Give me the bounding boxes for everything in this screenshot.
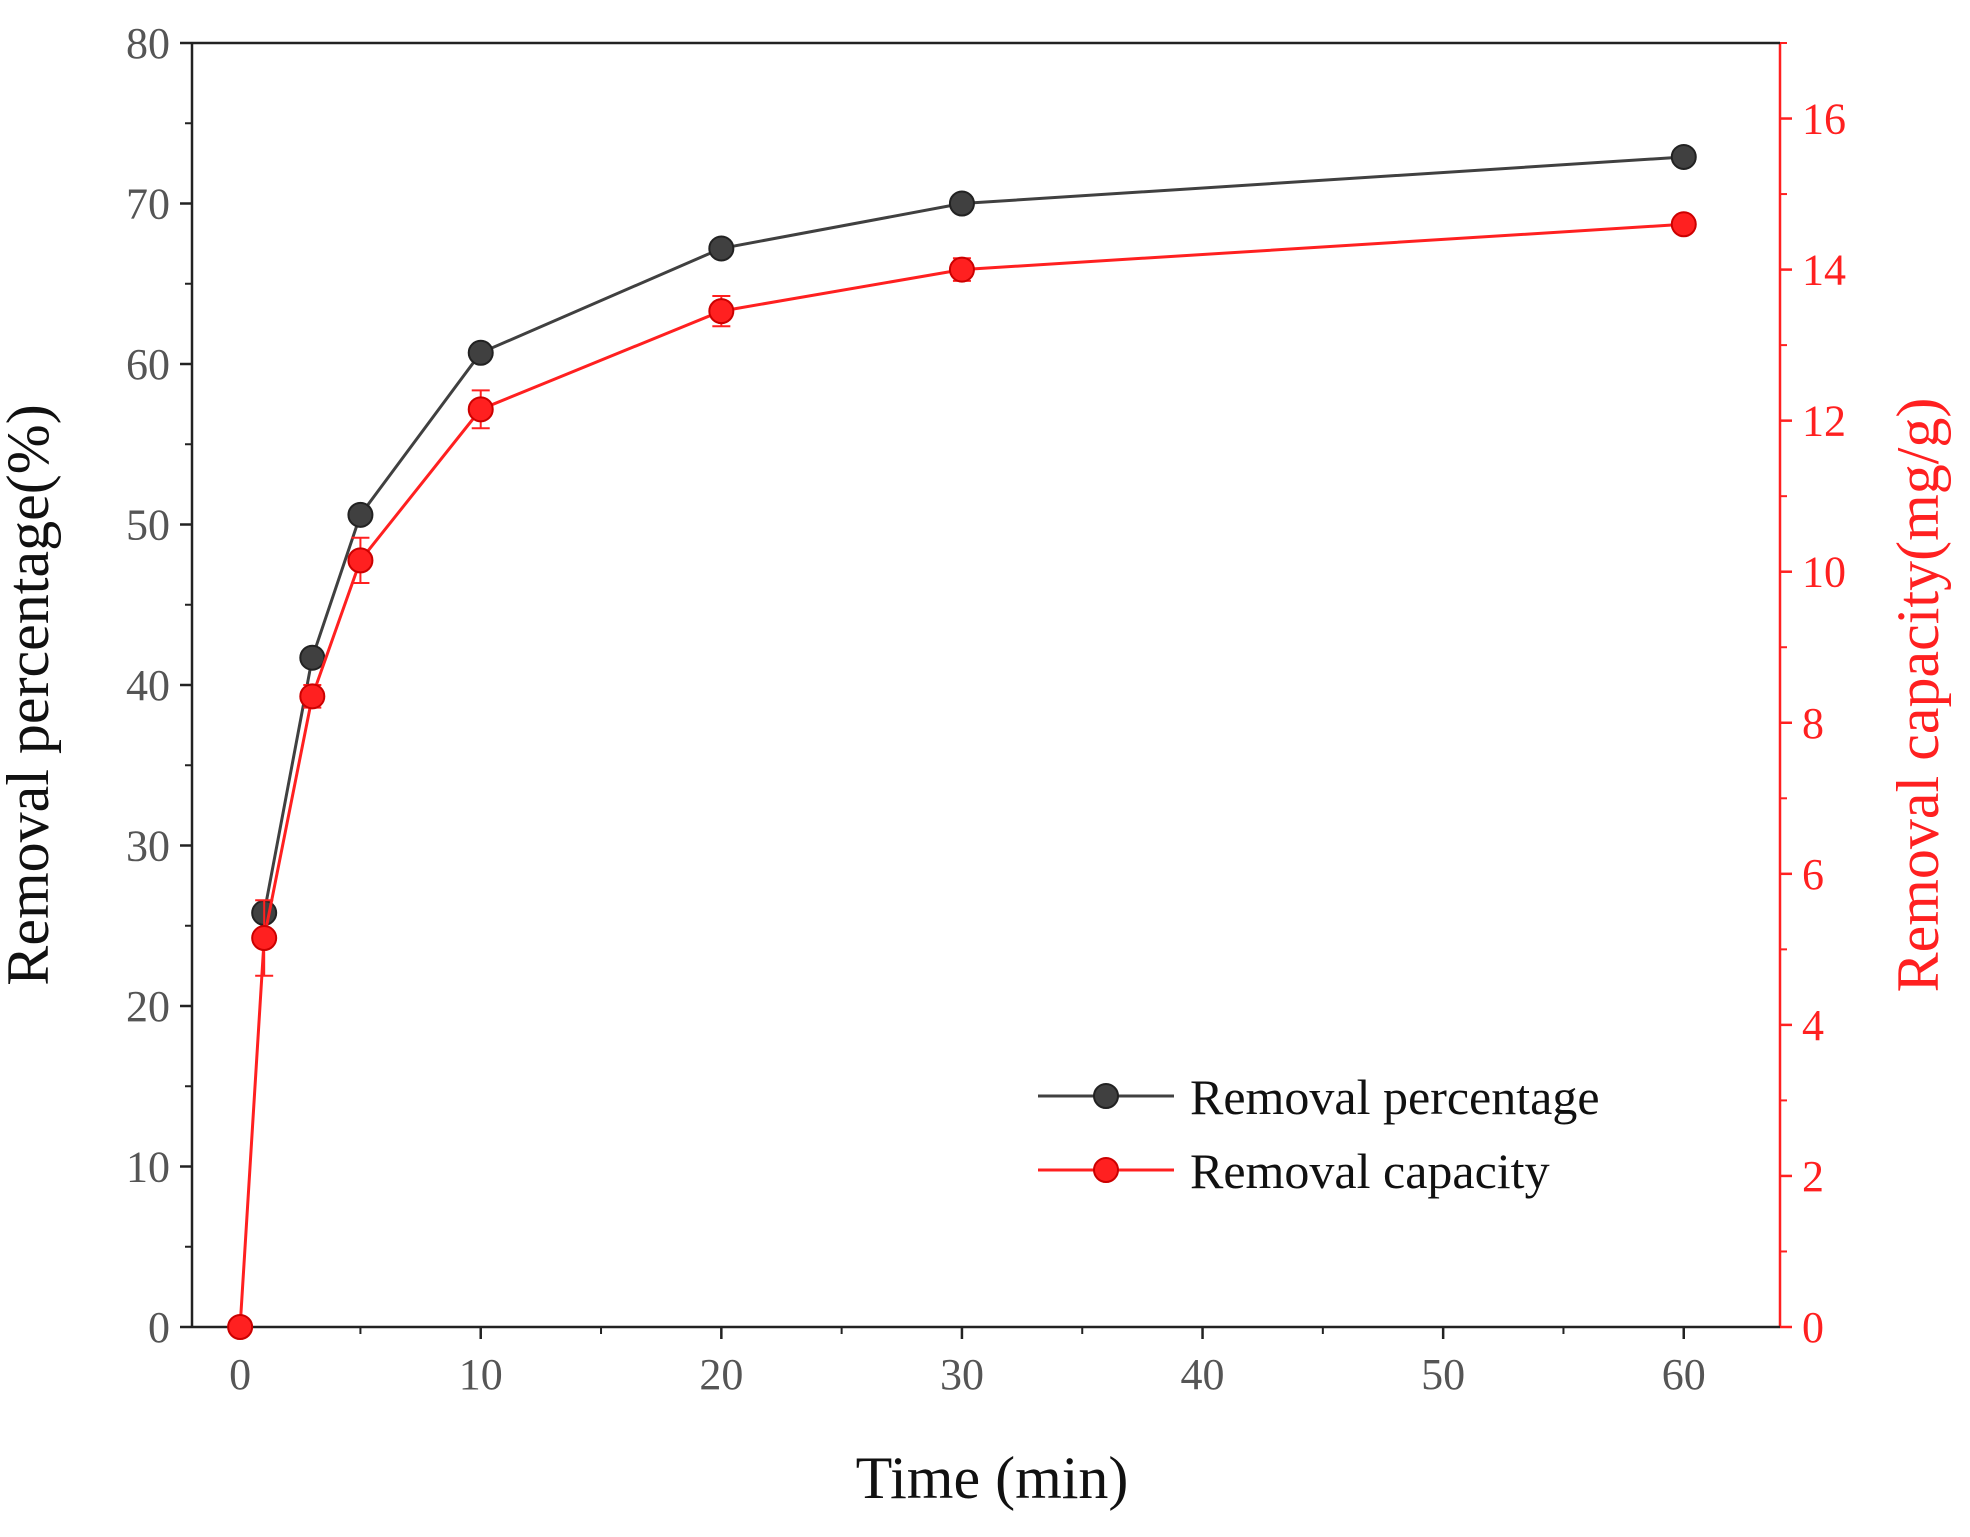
legend-item-removal-capacity: Removal capacity xyxy=(1038,1143,1550,1199)
data-point xyxy=(299,683,326,710)
x-tick-label: 0 xyxy=(229,1350,251,1399)
left-y-tick-label: 60 xyxy=(126,340,170,389)
left-y-axis-label: Removal percentage(%) xyxy=(0,404,61,985)
right-y-tick-label: 8 xyxy=(1802,699,1824,748)
left-y-tick-label: 40 xyxy=(126,661,170,710)
data-point xyxy=(347,501,374,528)
data-point xyxy=(1670,143,1697,170)
right-y-tick-label: 6 xyxy=(1802,850,1824,899)
series-layer xyxy=(227,143,1697,1340)
data-point xyxy=(948,190,975,217)
data-point xyxy=(347,547,374,574)
legend-item-removal-percentage: Removal percentage xyxy=(1038,1069,1600,1125)
x-tick-label: 50 xyxy=(1421,1350,1465,1399)
data-point xyxy=(299,644,326,671)
x-tick-label: 60 xyxy=(1662,1350,1706,1399)
x-axis: 0 10 20 30 40 50 60 xyxy=(192,41,1780,1399)
data-point xyxy=(227,1314,254,1340)
legend-label-removal-capacity: Removal capacity xyxy=(1190,1143,1550,1199)
x-tick-label: 40 xyxy=(1181,1350,1225,1399)
left-y-axis: 0 10 20 30 40 50 60 70 80 xyxy=(126,19,194,1352)
data-point xyxy=(948,256,975,283)
left-y-tick-label: 0 xyxy=(148,1303,170,1352)
right-y-axis: 0 2 4 6 8 10 12 14 16 xyxy=(1778,42,1846,1352)
x-tick-label: 30 xyxy=(940,1350,984,1399)
x-tick-label: 10 xyxy=(459,1350,503,1399)
right-y-tick-label: 14 xyxy=(1802,246,1846,295)
data-point xyxy=(708,235,735,262)
data-point xyxy=(467,339,494,366)
right-y-tick-label: 4 xyxy=(1802,1001,1824,1050)
data-point xyxy=(251,925,278,952)
left-y-tick-label: 70 xyxy=(126,180,170,229)
data-point xyxy=(708,298,735,325)
right-y-tick-label: 2 xyxy=(1802,1152,1824,1201)
legend-label-removal-percentage: Removal percentage xyxy=(1190,1069,1600,1125)
right-y-tick-label: 10 xyxy=(1802,548,1846,597)
left-y-tick-label: 80 xyxy=(126,19,170,68)
right-y-tick-label: 16 xyxy=(1802,95,1846,144)
x-tick-label: 20 xyxy=(699,1350,743,1399)
data-point xyxy=(467,396,494,423)
x-axis-label: Time (min) xyxy=(856,1445,1129,1511)
left-y-tick-label: 30 xyxy=(126,822,170,871)
right-y-tick-label: 0 xyxy=(1802,1303,1824,1352)
legend: Removal percentage Removal capacity xyxy=(1038,1069,1600,1199)
data-point xyxy=(1670,211,1697,238)
left-y-tick-label: 50 xyxy=(126,501,170,550)
right-y-tick-label: 12 xyxy=(1802,397,1846,446)
left-y-tick-label: 20 xyxy=(126,982,170,1031)
series-line-removal-capacity xyxy=(238,222,1684,1328)
series-removal-capacity xyxy=(227,211,1697,1340)
left-y-tick-label: 10 xyxy=(126,1143,170,1192)
right-y-axis-label: Removal capacity(mg/g) xyxy=(1885,398,1951,993)
legend-marker-removal-capacity xyxy=(1093,1157,1119,1183)
legend-marker-removal-percentage xyxy=(1093,1083,1119,1109)
series-removal-percentage xyxy=(251,143,1697,926)
